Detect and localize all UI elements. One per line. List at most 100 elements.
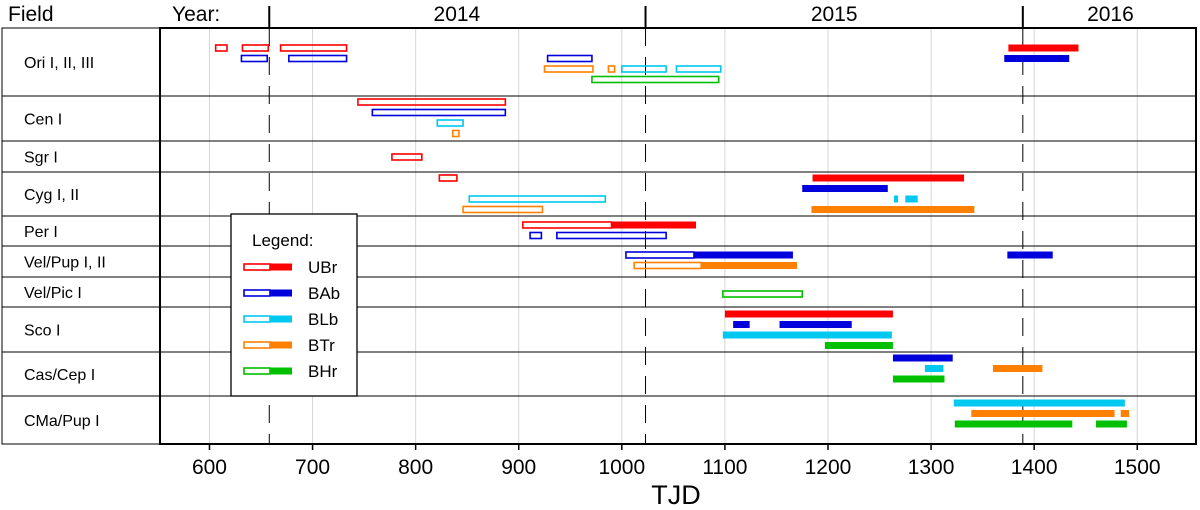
year-label-2: 2016 [1087, 3, 1134, 26]
segment-btr-24 [462, 205, 544, 214]
segment-bhr-44 [892, 375, 945, 383]
x-tick-label-6: 1200 [805, 456, 852, 479]
segment-bhr-12 [591, 75, 720, 84]
field-label-6: Vel/Pic I [24, 285, 82, 302]
legend: Legend: UBr BAb BLb BTr BHr [230, 213, 358, 397]
legend-swatch-filled [270, 289, 292, 297]
segment-ubr-2 [279, 44, 348, 52]
legend-entry-blb: BLb [243, 310, 338, 329]
segment-btr-16 [451, 129, 460, 138]
segment-blb-21 [468, 195, 607, 203]
segment-blb-39 [722, 331, 892, 339]
segment-ubr-13 [357, 98, 507, 106]
x-tick-label-7: 1300 [908, 456, 955, 479]
field-label-0: Ori I, II, III [24, 55, 94, 72]
field-label-8: Cas/Cep I [24, 367, 95, 384]
segment-ubr-19 [812, 174, 965, 182]
legend-label: BHr [308, 362, 338, 381]
year-labels: 2014 2015 2016 [434, 3, 1134, 26]
segment-bab-28 [529, 231, 543, 240]
segment-blb-8 [621, 65, 667, 73]
segment-bhr-35 [722, 290, 804, 298]
x-tick-label-3: 900 [501, 456, 536, 479]
segment-ubr-0 [214, 44, 228, 52]
field-separators [2, 95, 1196, 397]
segment-blb-9 [675, 65, 722, 73]
field-label-7: Sco I [24, 323, 60, 340]
legend-label: UBr [308, 258, 338, 277]
field-label-5: Vel/Pup I, II [24, 255, 106, 272]
x-tick-label-1: 700 [295, 456, 330, 479]
segment-bab-38 [779, 321, 852, 328]
segment-bab-31 [693, 251, 793, 259]
x-tick-label-9: 1500 [1114, 456, 1161, 479]
field-label-9: CMa/Pup I [24, 413, 100, 430]
x-axis-label: TJD [651, 480, 701, 510]
x-tick-label-2: 800 [398, 456, 433, 479]
segment-bhr-48 [954, 420, 1073, 428]
field-label-1: Cen I [24, 112, 62, 129]
legend-swatch-filled [270, 367, 292, 375]
segment-bab-4 [240, 54, 269, 63]
segment-ubr-3 [1008, 44, 1079, 52]
field-label-3: Cyg I, II [24, 187, 79, 204]
segment-btr-11 [607, 65, 616, 73]
segment-ubr-27 [611, 221, 697, 229]
segment-bab-6 [546, 54, 593, 63]
segment-btr-34 [701, 262, 798, 269]
legend-label: BTr [308, 336, 335, 355]
field-header: Field [8, 3, 54, 26]
field-labels: Ori I, II, III Cen I Sgr I Cyg I, II Per I Ve… [24, 55, 106, 430]
segment-bab-30 [625, 251, 695, 259]
segment-ubr-1 [241, 44, 270, 52]
segment-ubr-17 [391, 153, 423, 161]
segment-bab-14 [371, 108, 507, 117]
legend-swatch-filled [270, 341, 292, 349]
legend-label: BAb [308, 284, 340, 303]
legend-label: BLb [308, 310, 338, 329]
segment-bab-41 [892, 354, 953, 362]
segment-blb-15 [436, 119, 464, 127]
x-tick-label-0: 600 [192, 456, 227, 479]
segment-btr-46 [971, 410, 1115, 417]
legend-entry-bab: BAb [243, 284, 340, 303]
segment-ubr-18 [438, 174, 458, 182]
observation-bars [214, 44, 1129, 428]
legend-entry-ubr: UBr [243, 258, 338, 277]
field-label-2: Sgr I [24, 150, 58, 167]
segment-btr-25 [811, 206, 975, 213]
segment-btr-43 [992, 365, 1043, 372]
x-axis: 600 700 800 900 1000 1100 1200 1300 1400 1500 [192, 444, 1161, 479]
segment-bab-32 [1007, 251, 1053, 259]
segment-blb-22 [893, 195, 899, 203]
year-label-1: 2015 [811, 3, 858, 26]
segment-bab-5 [288, 54, 348, 63]
segment-blb-23 [905, 195, 918, 203]
segment-bhr-40 [824, 342, 893, 349]
segment-blb-45 [953, 399, 1125, 407]
segment-btr-10 [543, 65, 594, 73]
legend-box [230, 213, 358, 397]
segment-bab-7 [1004, 55, 1070, 62]
x-tick-label-4: 1000 [598, 456, 645, 479]
legend-entries: UBr BAb BLb BTr BHr [243, 258, 340, 381]
segment-bab-37 [733, 321, 750, 328]
legend-entry-btr: BTr [243, 336, 335, 355]
legend-swatch-filled [270, 263, 292, 271]
year-label-0: 2014 [434, 3, 481, 26]
x-tick-label-5: 1100 [702, 456, 747, 479]
x-tick-label-8: 1400 [1011, 456, 1058, 479]
segment-ubr-26 [522, 221, 613, 229]
legend-entry-bhr: BHr [243, 362, 338, 381]
segment-bhr-49 [1096, 420, 1127, 428]
year-header: Year: [172, 3, 220, 26]
segment-btr-33 [633, 261, 702, 270]
plot-frame [159, 27, 1197, 445]
segment-bab-20 [802, 185, 888, 192]
grid-lines [208, 28, 1138, 444]
legend-title: Legend: [252, 231, 313, 250]
legend-swatch-filled [270, 315, 292, 323]
segment-btr-47 [1120, 410, 1129, 417]
segment-blb-42 [924, 365, 944, 372]
